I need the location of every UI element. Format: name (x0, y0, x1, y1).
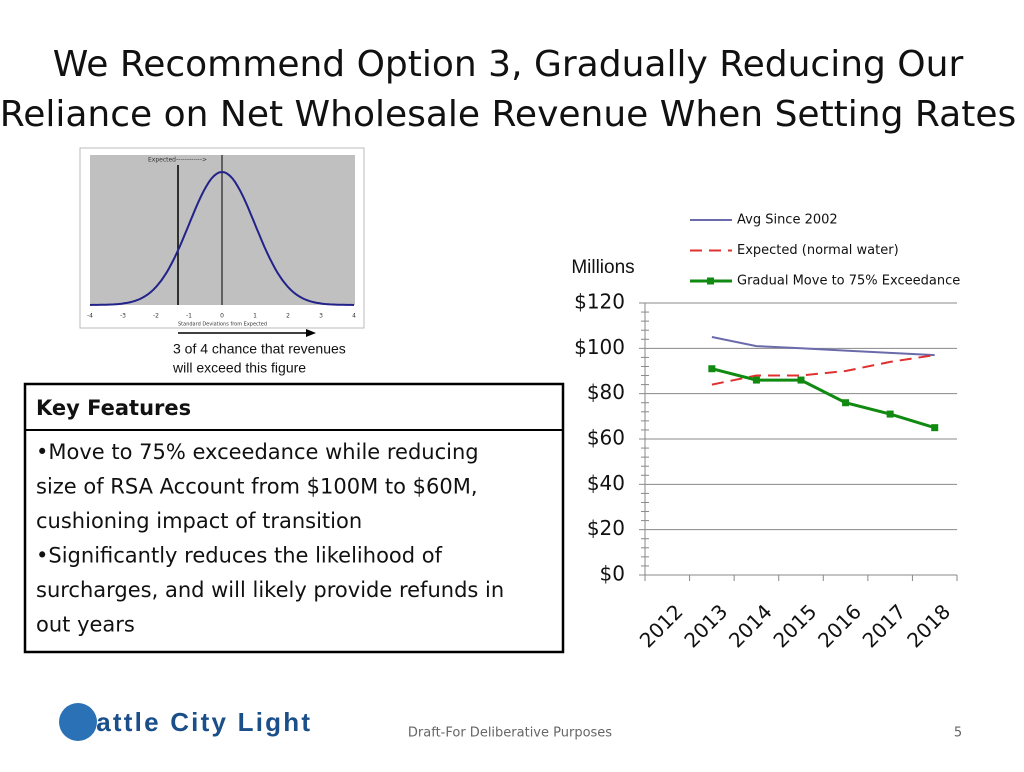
legend-marker (707, 277, 714, 285)
x-tick-label: 2013 (679, 599, 732, 652)
caption: will exceed this figure (172, 360, 306, 376)
x-tick-label: 2017 (858, 599, 911, 652)
legend-label: Avg Since 2002 (737, 213, 838, 228)
y-tick-label: $0 (600, 562, 625, 586)
y-tick-label: $40 (587, 471, 625, 495)
figure-tick-label: -1 (186, 313, 192, 320)
y-tick-label: $80 (587, 380, 625, 404)
y-tick-label: $120 (574, 290, 625, 314)
key-line: surcharges, and will likely provide refu… (36, 578, 504, 602)
figure-tick-label: 2 (286, 313, 290, 320)
figure-xlabel: Standard Deviations from Expected (178, 322, 267, 328)
page-number: 5 (954, 726, 962, 741)
y-tick-label: $60 (587, 426, 625, 450)
caption: 3 of 4 chance that revenues (173, 341, 346, 357)
footer: Draft-For Deliberative Purposes (408, 726, 612, 741)
arrow-head (306, 329, 316, 337)
figure-tick-label: 1 (253, 313, 257, 320)
key-line: size of RSA Account from $100M to $60M, (36, 475, 478, 499)
y-axis-label: Millions (571, 257, 634, 278)
key-line: •Significantly reduces the likelihood of (36, 544, 443, 568)
key-line: out years (36, 613, 135, 637)
legend-label: Expected (normal water) (737, 243, 899, 258)
title: Reliance on Net Wholesale Revenue When S… (0, 94, 1016, 135)
logo-text: Seattle City Light (60, 707, 310, 737)
logo-icon (59, 703, 97, 741)
y-tick-label: $20 (587, 516, 625, 540)
marker (931, 424, 939, 432)
marker (708, 365, 716, 373)
x-tick-label: 2015 (768, 599, 821, 652)
x-tick-label: 2018 (902, 599, 955, 652)
figure-tick-label: -2 (153, 313, 159, 320)
key-box (23, 382, 565, 654)
x-tick-label: 2016 (813, 599, 866, 652)
key-line: •Move to 75% exceedance while reducing (36, 440, 479, 464)
series-line (711, 354, 935, 386)
figure-label: Expected------------> (148, 157, 207, 164)
figure-tick-label: -4 (87, 313, 93, 320)
x-tick-label: 2012 (635, 599, 688, 652)
figure-tick-label: 0 (220, 313, 224, 320)
series-line (711, 367, 936, 430)
legend-label: Gradual Move to 75% Exceedance (737, 274, 960, 289)
series-line (711, 336, 935, 357)
key-heading: Key Features (36, 396, 191, 420)
normal-curve (89, 170, 355, 306)
x-tick-label: 2014 (724, 599, 777, 652)
title: We Recommend Option 3, Gradually Reducin… (53, 44, 964, 85)
key-line: cushioning impact of transition (36, 509, 362, 533)
figure-tick-label: 4 (352, 313, 356, 320)
y-tick-label: $100 (574, 335, 625, 359)
figure-tick-label: 3 (319, 313, 323, 320)
figure-tick-label: -3 (120, 313, 126, 320)
